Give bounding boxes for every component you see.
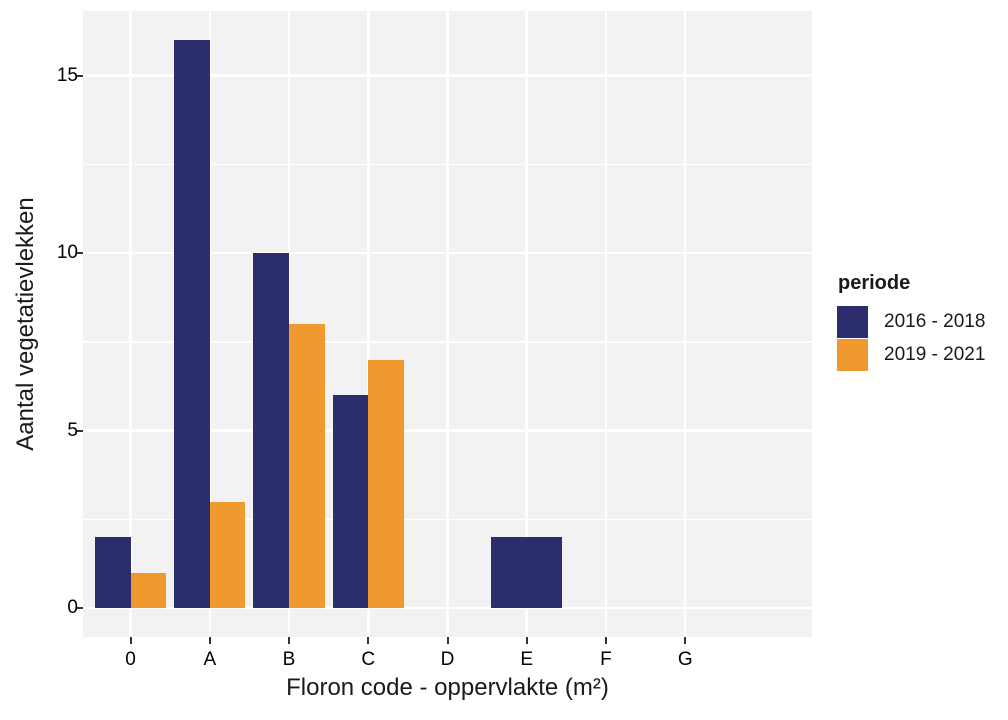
- bar-A-2019-2021: [209, 501, 246, 608]
- x-tick-0: [129, 637, 132, 644]
- x-tick-B: [288, 637, 291, 644]
- x-tick-label-G: G: [677, 649, 693, 670]
- y-tick-label-15: 15: [56, 64, 78, 86]
- x-tick-label-0: 0: [125, 649, 136, 670]
- legend-item-2019-2021: 2019 - 2021: [837, 339, 985, 371]
- plot-panel: [83, 11, 812, 637]
- y-tick-0: [76, 607, 83, 609]
- bar-C-2019-2021: [368, 359, 404, 608]
- gridline-major-x-C: [367, 11, 370, 637]
- legend-label-2019-2021: 2019 - 2021: [884, 344, 986, 365]
- gridline-major-x-G: [683, 11, 687, 637]
- bar-C-2016-2018: [332, 395, 369, 608]
- x-tick-label-F: F: [600, 649, 612, 670]
- x-tick-label-D: D: [440, 649, 455, 670]
- gridline-major-x-A: [208, 11, 212, 637]
- x-tick-A: [208, 637, 211, 644]
- y-tick-label-5: 5: [67, 419, 78, 441]
- bar-B-2016-2018: [253, 253, 290, 608]
- x-axis-title: Floron code - oppervlakte (m²): [286, 674, 609, 701]
- x-tick-G: [684, 637, 687, 644]
- y-tick-5: [76, 429, 83, 432]
- x-tick-C: [367, 637, 370, 644]
- gridline-major-x-E: [525, 11, 528, 637]
- y-tick-label-10: 10: [56, 242, 78, 263]
- x-tick-E: [525, 637, 528, 644]
- y-tick-label-0: 0: [67, 597, 78, 618]
- x-tick-label-A: A: [203, 649, 217, 670]
- legend-swatch-2019-2021: [837, 339, 868, 371]
- y-tick-10: [76, 252, 83, 254]
- x-tick-F: [604, 637, 607, 644]
- y-tick-15: [76, 74, 83, 77]
- legend-title: periode: [838, 272, 911, 294]
- bar-0-2019-2021: [130, 572, 167, 608]
- x-tick-label-E: E: [520, 649, 534, 670]
- bar-E-2016-2018: [491, 537, 563, 608]
- x-tick-label-C: C: [361, 649, 376, 670]
- bar-B-2019-2021: [289, 324, 325, 608]
- y-axis-title: Aantal vegetatievlekken: [12, 197, 39, 451]
- bar-0-2016-2018: [94, 537, 131, 608]
- gridline-major-x-F: [604, 11, 608, 637]
- gridline-major-x-0: [129, 11, 132, 637]
- bar-A-2016-2018: [174, 40, 210, 608]
- gridline-major-x-D: [446, 11, 449, 637]
- legend-label-2016-2018: 2016 - 2018: [884, 311, 986, 332]
- legend-swatch-2016-2018: [837, 306, 868, 338]
- x-tick-D: [446, 637, 449, 644]
- legend: periode 2016 - 2018 2019 - 2021: [837, 272, 985, 372]
- x-tick-label-B: B: [282, 649, 296, 670]
- legend-item-2016-2018: 2016 - 2018: [837, 306, 985, 338]
